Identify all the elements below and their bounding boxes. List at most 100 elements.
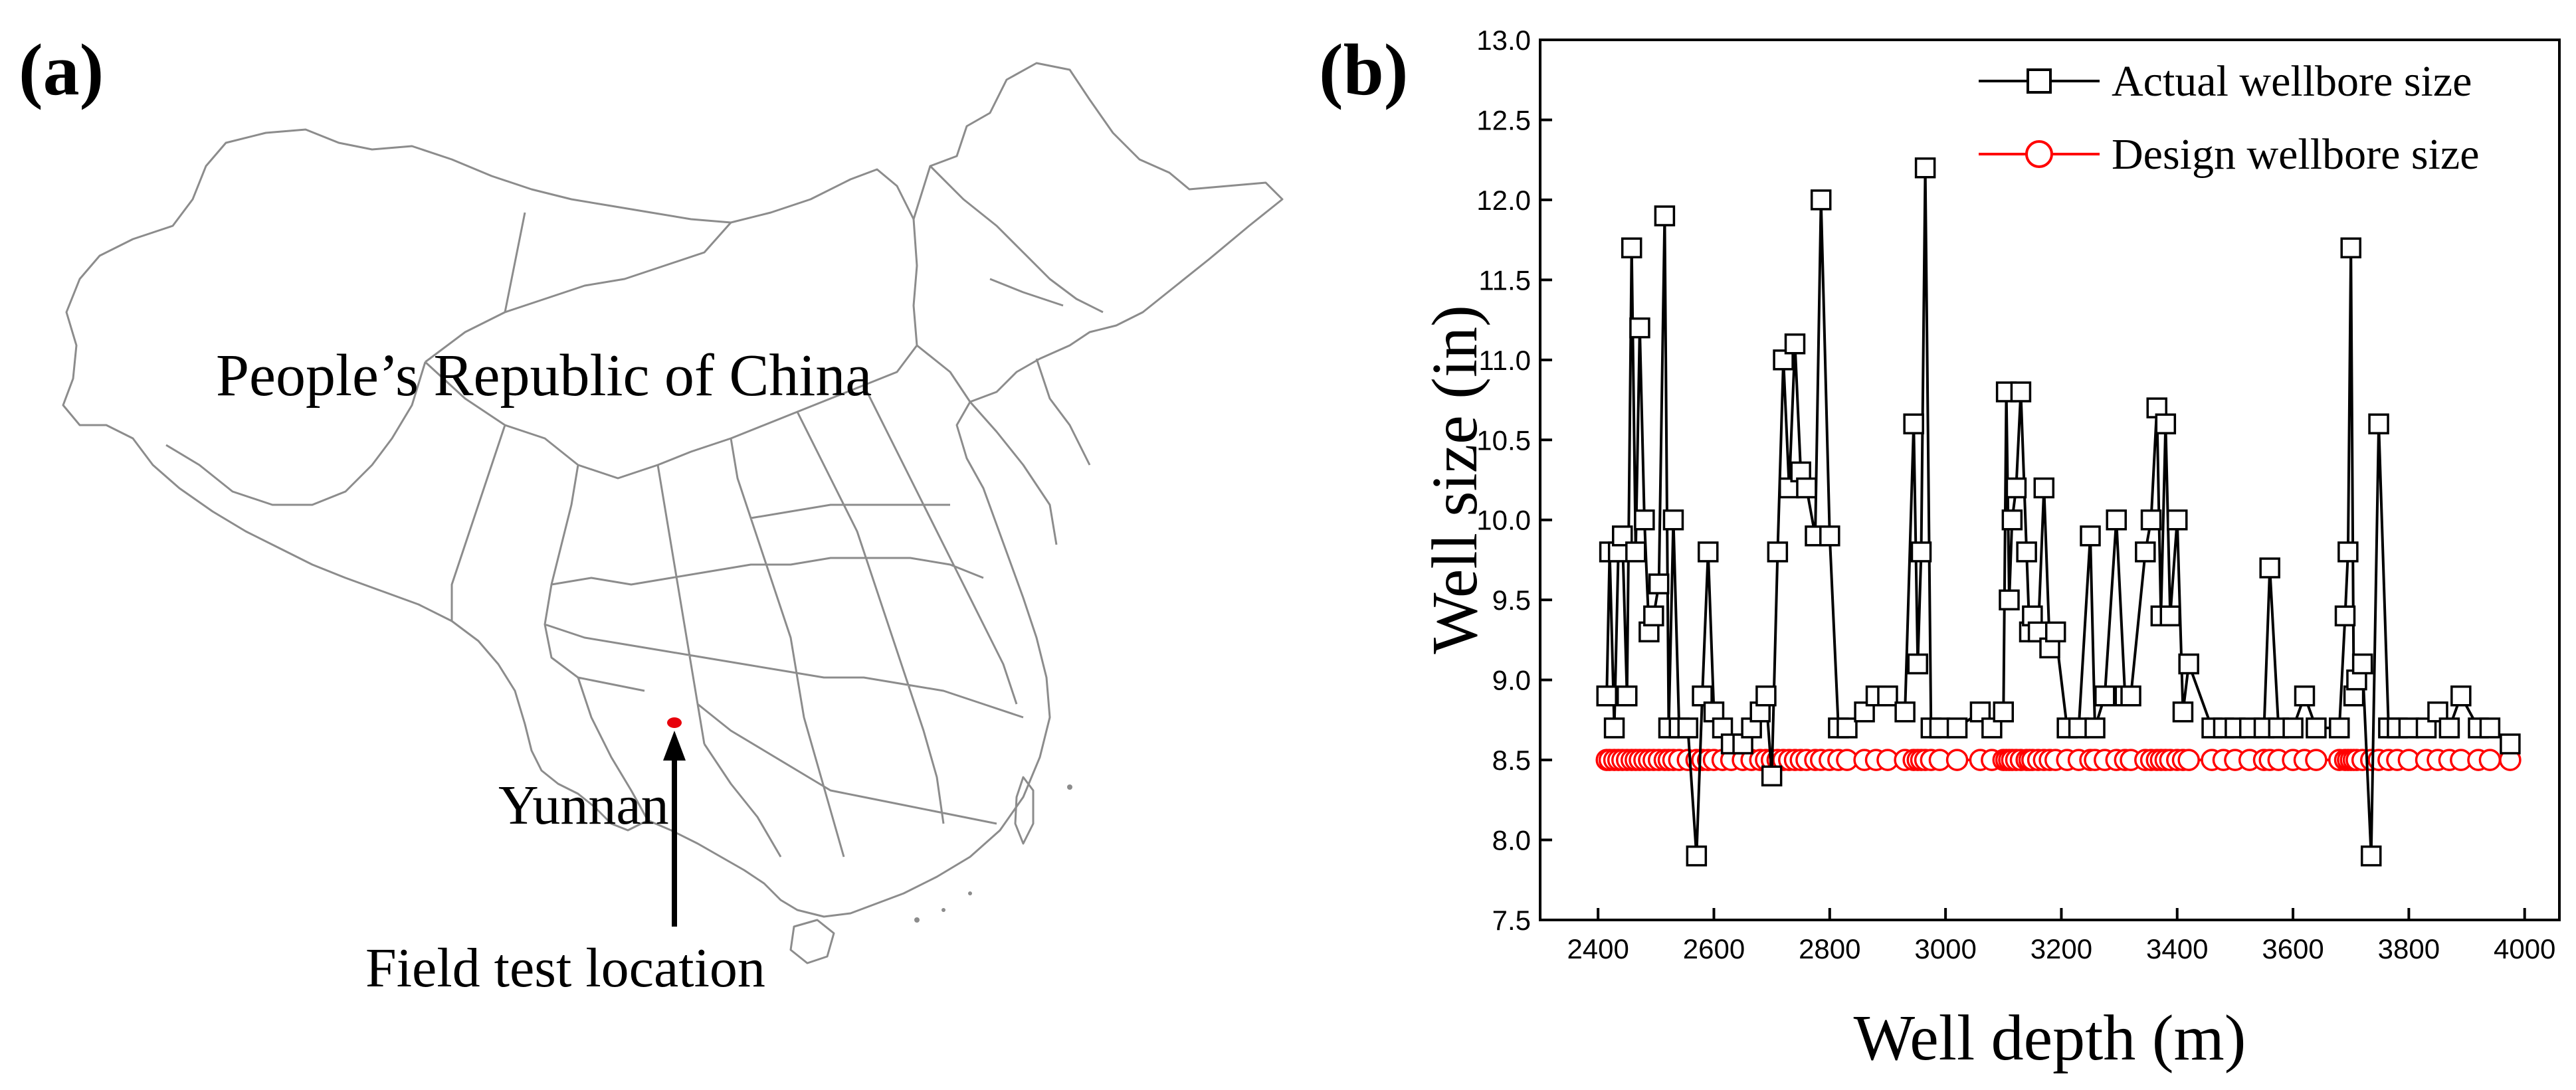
- island-dots: [914, 784, 1072, 923]
- island-dot: [914, 917, 920, 923]
- data-point: [2016, 541, 2037, 563]
- y-tick-label: 9.0: [1492, 665, 1531, 696]
- data-point: [1877, 685, 1898, 707]
- data-point: [2294, 685, 2316, 707]
- data-point: [2167, 509, 2188, 531]
- y-tick-label: 8.5: [1492, 745, 1531, 776]
- taiwan-island: [1014, 776, 1035, 845]
- data-point: [2135, 541, 2156, 563]
- data-point: [1596, 685, 1617, 707]
- data-point: [2080, 525, 2101, 547]
- x-tick-label: 3600: [2262, 933, 2324, 964]
- y-axis-title: Well size (in): [1419, 305, 1491, 654]
- data-point: [1677, 717, 1699, 739]
- data-point: [1993, 701, 2015, 723]
- x-tick-label: 3000: [1914, 933, 1976, 964]
- data-point: [2368, 413, 2389, 434]
- data-point: [1755, 685, 1777, 707]
- data-point: [1836, 717, 1858, 739]
- province-label: Yunnan: [498, 774, 669, 836]
- y-tick-label: 12.0: [1476, 185, 1531, 216]
- y-tick-label: 7.5: [1492, 905, 1531, 936]
- data-point: [2438, 717, 2460, 739]
- china-map: People’s Republic of China Yunnan Field …: [62, 62, 1284, 999]
- data-point: [1810, 189, 1832, 211]
- country-outline: [62, 62, 1284, 918]
- data-point: [2305, 749, 2328, 771]
- data-point: [2159, 605, 2181, 627]
- data-point: [1784, 333, 1806, 355]
- data-point: [2140, 509, 2162, 531]
- legend-marker: [2025, 140, 2053, 168]
- data-point: [1819, 525, 1840, 547]
- data-point: [1761, 765, 1783, 786]
- y-tick-label: 11.5: [1478, 264, 1531, 296]
- data-point: [1914, 157, 1936, 179]
- data-point: [2337, 541, 2359, 563]
- data-point: [1929, 717, 1951, 739]
- data-point: [2427, 701, 2448, 723]
- data-point: [2479, 717, 2501, 739]
- x-axis: 2400 2600 2800 3000 3200 3400 3600 3800 4000: [1567, 908, 2555, 964]
- data-point: [1625, 541, 1646, 563]
- data-point: [2155, 413, 2177, 434]
- data-point: [1629, 317, 1650, 339]
- location-label: Field test location: [365, 937, 765, 999]
- data-point: [2033, 477, 2055, 499]
- y-tick-label: 11.0: [1478, 345, 1531, 376]
- data-point: [2177, 749, 2200, 771]
- data-point: [2010, 381, 2032, 403]
- x-tick-label: 3800: [2378, 933, 2440, 964]
- island-dot: [1067, 784, 1072, 790]
- island-dot: [968, 891, 972, 895]
- data-point: [2259, 557, 2280, 579]
- x-tick-label: 2800: [1799, 933, 1860, 964]
- legend-marker: [2027, 68, 2052, 94]
- data-point: [2478, 749, 2502, 771]
- data-point: [1945, 749, 1969, 771]
- data-point: [2282, 717, 2304, 739]
- map-borders: [62, 62, 1284, 964]
- data-point: [1643, 605, 1664, 627]
- data-point: [2329, 717, 2350, 739]
- data-point: [2172, 701, 2194, 723]
- data-point: [1910, 541, 1932, 563]
- province-borders: [165, 165, 1104, 858]
- plot-frame: [1539, 39, 2561, 921]
- data-point: [1621, 237, 1642, 258]
- hainan-island: [789, 919, 835, 964]
- data-point: [2005, 477, 2027, 499]
- data-point: [1907, 653, 1929, 675]
- y-tick-label: 10.5: [1476, 424, 1531, 456]
- data-point: [2106, 509, 2127, 531]
- legend-label: Actual wellbore size: [2112, 57, 2472, 106]
- data-point: [1662, 509, 1684, 531]
- data-point: [2450, 685, 2472, 707]
- y-tick-label: 8.0: [1492, 825, 1531, 856]
- x-tick-label: 3400: [2146, 933, 2208, 964]
- x-axis-title: Well depth (m): [1854, 1002, 2246, 1074]
- data-point: [1686, 845, 1708, 867]
- legend-item: Design wellbore size: [1979, 130, 2480, 179]
- series-line: [1605, 167, 2512, 856]
- data-point: [1946, 717, 1968, 739]
- data-point: [1616, 685, 1638, 707]
- y-axis: 7.5 8.0 8.5 9.0 9.5 10.0 10.5 11.0 11.5 12.0 12.5 1…: [1476, 25, 1552, 936]
- data-point: [2084, 717, 2106, 739]
- country-label: People’s Republic of China: [216, 343, 872, 409]
- y-tick-label: 12.5: [1476, 104, 1531, 136]
- series-actual-wellbore-size: [1596, 157, 2521, 867]
- x-tick-label: 4000: [2494, 933, 2555, 964]
- data-point: [2001, 509, 2023, 531]
- data-point: [1767, 541, 1789, 563]
- field-test-marker: [667, 717, 682, 728]
- data-point: [1999, 589, 2020, 610]
- data-point: [2398, 717, 2420, 739]
- data-point: [2334, 605, 2356, 627]
- y-tick-label: 10.0: [1476, 505, 1531, 536]
- data-point: [2340, 237, 2361, 258]
- data-point: [2094, 685, 2116, 707]
- data-point: [2360, 845, 2382, 867]
- y-tick-label: 9.5: [1492, 585, 1531, 616]
- data-point: [2044, 621, 2066, 643]
